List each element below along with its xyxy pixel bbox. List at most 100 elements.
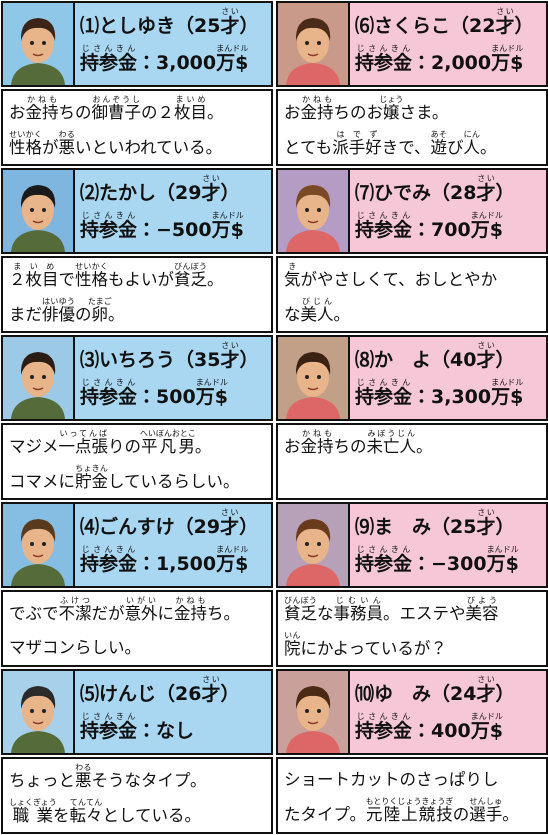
ruby-base: 平凡男 <box>139 437 196 456</box>
text: 。 <box>108 305 125 324</box>
dowry: 持参金じさんきん：700万$まんドル <box>355 211 514 248</box>
dowry: 持参金じさんきん：なし <box>80 712 239 749</box>
ruby-text: 悪わる <box>59 130 76 157</box>
ruby-text: 悪わる <box>75 763 92 790</box>
text: ⑸けんじ（26 <box>80 683 202 705</box>
text: 。 <box>207 103 224 122</box>
ruby-base: 持参金 <box>80 219 138 241</box>
ruby-base: 才 <box>201 182 221 204</box>
furigana: あそ <box>430 130 448 139</box>
description-line: たタイプ。元陸上競技もとりくじょうきょうぎの選手せんしゅ。 <box>284 797 540 832</box>
text: ：−500 <box>137 219 212 241</box>
text: さま。 <box>399 103 449 122</box>
furigana: かねも <box>300 429 334 438</box>
portrait <box>3 3 75 85</box>
ruby-text: 貧乏びんぼう <box>284 596 317 623</box>
character-card: ⑺ひでみ（28才さい） 持参金じさんきん：700万$まんドル気きがやさしくて、おし… <box>276 168 548 333</box>
text: を <box>52 806 70 825</box>
ruby-text: 一点張いってんば <box>58 429 109 456</box>
header-info: ⑸けんじ（26才さい） 持参金じさんきん：なし <box>75 671 239 753</box>
portrait <box>3 671 75 753</box>
character-name: ⑺ひでみ（28才さい） <box>355 174 514 211</box>
text: 。 <box>207 270 224 289</box>
ruby-text: 職業しょくぎょう <box>9 798 57 825</box>
character-card: ⑵たかし（29才さい） 持参金じさんきん：−500万$まんドル ２枚目まいめで性格せ… <box>1 168 273 333</box>
furigana: びよう <box>465 596 499 605</box>
portrait <box>278 504 350 586</box>
text: な <box>284 305 301 324</box>
text: ：3,000 <box>137 52 217 74</box>
text: たタイプ。 <box>284 805 367 824</box>
text: 。 <box>502 805 519 824</box>
ruby-base: 万$ <box>486 553 519 575</box>
text: ⑻か よ（40 <box>355 349 477 371</box>
furigana: まんドル <box>216 545 249 554</box>
furigana: ず <box>365 130 382 139</box>
ruby-text: 持参金じさんきん <box>355 378 412 408</box>
character-card: ⑶いちろう（35才さい） 持参金じさんきん：500万$まんドル マジメ一点張いってん… <box>1 335 273 500</box>
ruby-base: 金持 <box>300 103 334 122</box>
text: ：500 <box>137 386 196 408</box>
text: ） <box>220 182 240 204</box>
text: な <box>317 604 334 623</box>
ruby-base: 枚目 <box>174 103 207 122</box>
furigana: かねも <box>300 95 334 104</box>
ruby-text: 才さい <box>476 174 495 204</box>
ruby-text: 遊あそ <box>431 130 448 157</box>
description: 気きがやさしくて、おしとやか な美人びじん。 <box>276 256 548 333</box>
text: ：なし <box>137 720 195 742</box>
furigana: まんドル <box>195 378 228 387</box>
text: ⑴としゆき（25 <box>80 15 221 37</box>
ruby-base: 事務員 <box>333 604 384 623</box>
ruby-text: 貯金ちょきん <box>75 464 108 491</box>
furigana: まいめ <box>9 262 59 271</box>
furigana: き <box>284 262 301 271</box>
ruby-text: ２枚目まいめ <box>9 262 59 289</box>
text: ：2,000 <box>412 52 492 74</box>
dowry: 持参金じさんきん：−500万$まんドル <box>80 211 244 248</box>
ruby-base: 派手 <box>332 138 366 157</box>
furigana: たまご <box>87 297 112 306</box>
furigana: びんぼう <box>284 596 317 605</box>
ruby-base: 万$ <box>216 553 249 575</box>
ruby-base: 貧乏 <box>284 604 317 623</box>
ruby-text: 持参金じさんきん <box>80 545 137 575</box>
dowry: 持参金じさんきん：500万$まんドル <box>80 378 258 415</box>
ruby-base: 才 <box>201 683 221 705</box>
description-line: 気きがやさしくて、おしとやか <box>284 262 540 297</box>
text: ） <box>514 15 534 37</box>
card-header: ⑽ゆ み（24才さい） 持参金じさんきん：400万$まんドル <box>276 669 548 755</box>
ruby-text: 貧乏びんぼう <box>174 262 207 289</box>
furigana: じょう <box>379 95 404 104</box>
ruby-text: 美容びよう <box>466 596 499 623</box>
furigana: さい <box>220 508 240 517</box>
description-line: ２枚目まいめで性格せいかくもよいが貧乏びんぼう。 <box>9 262 265 297</box>
ruby-base: 悪 <box>75 771 92 790</box>
ruby-base: 万$ <box>491 386 524 408</box>
furigana: まんドル <box>211 211 244 220</box>
description: お金持かねもちの御曹子おんぞうしの２枚目まいめ。 性格せいかくが悪わるいといわれて… <box>1 89 273 166</box>
text: マジメ <box>9 437 59 456</box>
dowry: 持参金じさんきん：2,000万$まんドル <box>355 44 533 81</box>
ruby-base: 万$ <box>195 386 228 408</box>
furigana: てんてん <box>69 798 103 807</box>
description: でぶで不潔ふけつだが意外いがいに金持かねもち。 マザコンらしい。 <box>1 590 273 667</box>
ruby-base: 一点張 <box>58 437 109 456</box>
ruby-base: 才 <box>476 516 496 538</box>
description-line: お金持かねもちのお嬢じょうさま。 <box>284 95 540 130</box>
description: ２枚目まいめで性格せいかくもよいが貧乏びんぼう。 まだ俳優はいゆうの卵たまご。 <box>1 256 273 333</box>
furigana: いがい <box>124 596 158 605</box>
card-header: ⑺ひでみ（28才さい） 持参金じさんきん：700万$まんドル <box>276 168 548 254</box>
ruby-base: 才 <box>220 15 240 37</box>
ruby-base: 持参金 <box>355 553 413 575</box>
description-line: 性格せいかくが悪わるいといわれている。 <box>9 130 265 165</box>
text: で <box>58 270 76 289</box>
furigana: じさんきん <box>355 44 412 53</box>
ruby-text: 万$まんドル <box>491 378 524 408</box>
ruby-text: 嬢じょう <box>379 95 403 122</box>
ruby-text: 金持かねも <box>174 596 207 623</box>
text: の <box>75 305 92 324</box>
ruby-text: 才さい <box>201 675 221 705</box>
character-card: ⑼ま み（25才さい） 持参金じさんきん：−300万$まんドル 貧乏びんぼうな事務員… <box>276 502 548 667</box>
dowry: 持参金じさんきん：1,500万$まんドル <box>80 545 258 582</box>
